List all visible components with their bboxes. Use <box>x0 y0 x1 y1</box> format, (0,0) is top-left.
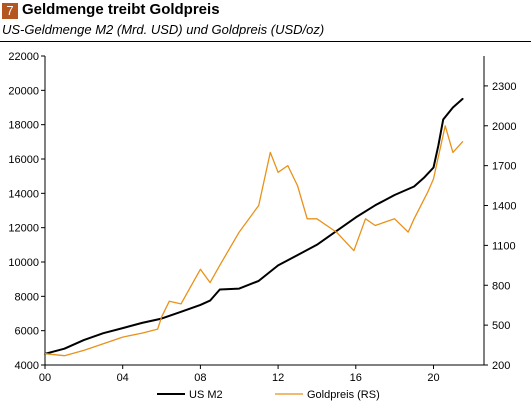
x-tick-label: 20 <box>427 372 439 384</box>
y-left-tick-label: 6000 <box>15 326 39 338</box>
legend-gold-label: Goldpreis (RS) <box>307 389 380 401</box>
series-line-m2 <box>44 97 464 355</box>
y-left-tick-label: 10000 <box>8 257 39 269</box>
series-line-gold <box>44 125 464 357</box>
y-left-tick-label: 14000 <box>8 188 39 200</box>
header-rule <box>0 41 531 42</box>
y-left-tick-label: 18000 <box>8 120 39 132</box>
legend-m2-label: US M2 <box>189 389 223 401</box>
y-right-tick-label: 2000 <box>492 121 516 133</box>
chart-number-badge: 7 <box>2 3 18 19</box>
y-left-tick-label: 22000 <box>8 51 39 63</box>
y-right-tick-label: 800 <box>492 280 510 292</box>
x-tick-label: 00 <box>39 372 51 384</box>
x-tick-label: 12 <box>272 372 284 384</box>
y-right-tick-label: 1400 <box>492 201 516 213</box>
x-tick-label: 04 <box>117 372 129 384</box>
y-right-tick-label: 1100 <box>492 240 516 252</box>
y-right-tick-label: 2300 <box>492 81 516 93</box>
y-left-tick-label: 4000 <box>15 360 39 372</box>
y-left-tick-label: 8000 <box>15 291 39 303</box>
chart-title: Geldmenge treibt Goldpreis <box>22 1 220 18</box>
y-right-tick-label: 200 <box>492 360 510 372</box>
chart-header: 7 Geldmenge treibt Goldpreis US-Geldmeng… <box>0 0 531 44</box>
x-tick-label: 16 <box>350 372 362 384</box>
y-left-tick-label: 16000 <box>8 154 39 166</box>
chart-subtitle: US-Geldmenge M2 (Mrd. USD) und Goldpreis… <box>2 22 325 37</box>
y-left-tick-label: 20000 <box>8 85 39 97</box>
y-right-tick-label: 500 <box>492 320 510 332</box>
y-right-tick-label: 1700 <box>492 161 516 173</box>
y-left-tick-label: 12000 <box>8 223 39 235</box>
x-tick-label: 08 <box>194 372 206 384</box>
